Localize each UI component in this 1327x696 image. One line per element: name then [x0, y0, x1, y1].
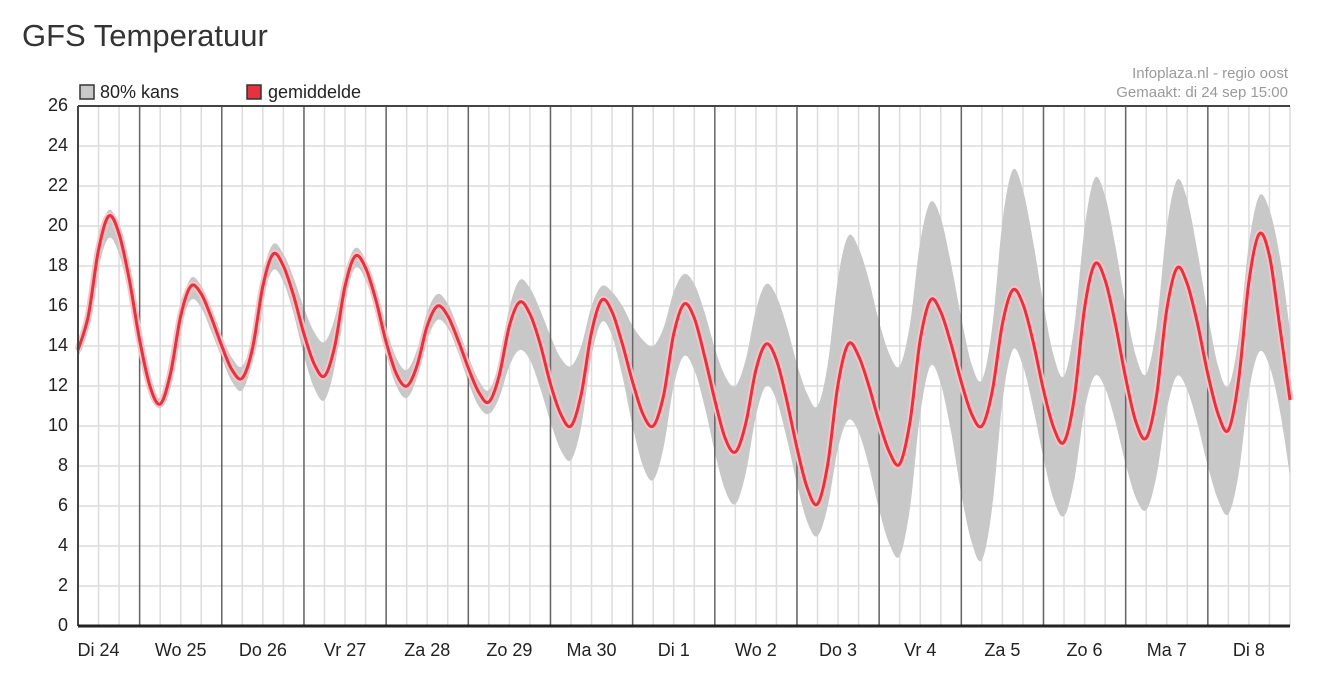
legend-swatch: [246, 84, 262, 100]
x-tick-label: Zo 29: [486, 640, 532, 660]
y-tick-label: 14: [48, 335, 68, 355]
x-tick-label: Vr 4: [904, 640, 936, 660]
x-tick-label: Ma 7: [1147, 640, 1187, 660]
y-tick-label: 18: [48, 255, 68, 275]
x-tick-label: Di 8: [1233, 640, 1265, 660]
band-area: [78, 168, 1290, 562]
chart-title: GFS Temperatuur: [22, 18, 268, 53]
y-tick-label: 6: [58, 495, 68, 515]
y-tick-label: 20: [48, 215, 68, 235]
x-tick-label: Di 24: [78, 640, 120, 660]
y-tick-label: 8: [58, 455, 68, 475]
x-tick-label: Wo 2: [735, 640, 777, 660]
source-label: Infoplaza.nl - regio oost: [1132, 65, 1289, 82]
y-tick-label: 10: [48, 415, 68, 435]
made-label: Gemaakt: di 24 sep 15:00: [1116, 84, 1288, 101]
y-tick-label: 4: [58, 535, 68, 555]
x-tick-label: Za 28: [404, 640, 450, 660]
x-tick-label: Di 1: [658, 640, 690, 660]
y-tick-label: 24: [48, 135, 68, 155]
y-tick-label: 22: [48, 175, 68, 195]
legend-swatch: [79, 84, 95, 100]
x-tick-label: Do 3: [819, 640, 857, 660]
legend-label: gemiddelde: [268, 82, 361, 102]
line: [76, 214, 1292, 507]
legend-label: 80% kans: [100, 82, 179, 102]
x-tick-label: Wo 25: [155, 640, 207, 660]
x-tick-label: Zo 6: [1067, 640, 1103, 660]
x-tick-label: Ma 30: [567, 640, 617, 660]
x-tick-label: Za 5: [984, 640, 1020, 660]
y-tick-label: 0: [58, 615, 68, 635]
x-tick-label: Vr 27: [324, 640, 366, 660]
x-tick-label: Do 26: [239, 640, 287, 660]
y-tick-label: 12: [48, 375, 68, 395]
y-tick-label: 26: [48, 95, 68, 115]
y-tick-label: 16: [48, 295, 68, 315]
y-tick-label: 2: [58, 575, 68, 595]
